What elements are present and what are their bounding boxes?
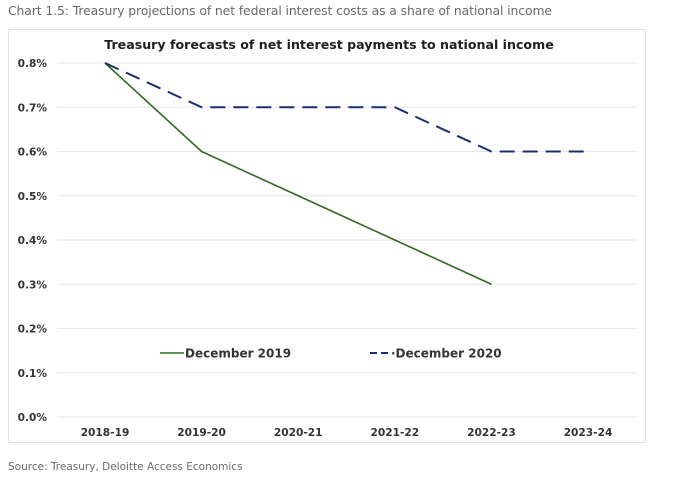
x-tick-label: 2019-20 — [177, 427, 226, 439]
y-tick-label: 0.1% — [18, 368, 48, 380]
y-axis-ticks: 0.0% 0.1% 0.2% 0.3% 0.4% 0.5% 0.6% 0.7% 0.8% — [18, 58, 48, 424]
x-tick-label: 2023-24 — [564, 427, 613, 439]
x-tick-label: 2018-19 — [81, 427, 130, 439]
y-tick-label: 0.7% — [18, 102, 48, 114]
x-tick-label: 2020-21 — [274, 427, 323, 439]
y-tick-label: 0.8% — [18, 58, 48, 70]
x-tick-label: 2021-22 — [370, 427, 419, 439]
y-tick-label: 0.3% — [18, 279, 48, 291]
x-tick-label: 2022-23 — [467, 427, 516, 439]
chart-title: Treasury forecasts of net interest payme… — [104, 37, 554, 52]
y-tick-label: 0.2% — [18, 324, 48, 336]
y-tick-label: 0.4% — [18, 235, 48, 247]
y-tick-label: 0.6% — [18, 147, 48, 159]
legend-label-december-2020: ·December 2020 — [391, 347, 502, 361]
y-tick-label: 0.0% — [18, 412, 48, 424]
legend: December 2019 ·December 2020 — [160, 347, 502, 361]
y-tick-label: 0.5% — [18, 191, 48, 203]
series-lines — [104, 62, 589, 285]
gridlines — [57, 62, 637, 418]
chart-caption: Chart 1.5: Treasury projections of net f… — [8, 3, 552, 18]
legend-label-december-2019: December 2019 — [185, 347, 291, 361]
series-line-december-2019 — [104, 62, 492, 285]
source-note: Source: Treasury, Deloitte Access Econom… — [8, 461, 243, 473]
chart-frame — [8, 29, 646, 443]
series-line-december-2020 — [104, 62, 588, 153]
x-axis-ticks: 2018-19 2019-20 2020-21 2021-22 2022-23 2023-… — [81, 427, 613, 439]
